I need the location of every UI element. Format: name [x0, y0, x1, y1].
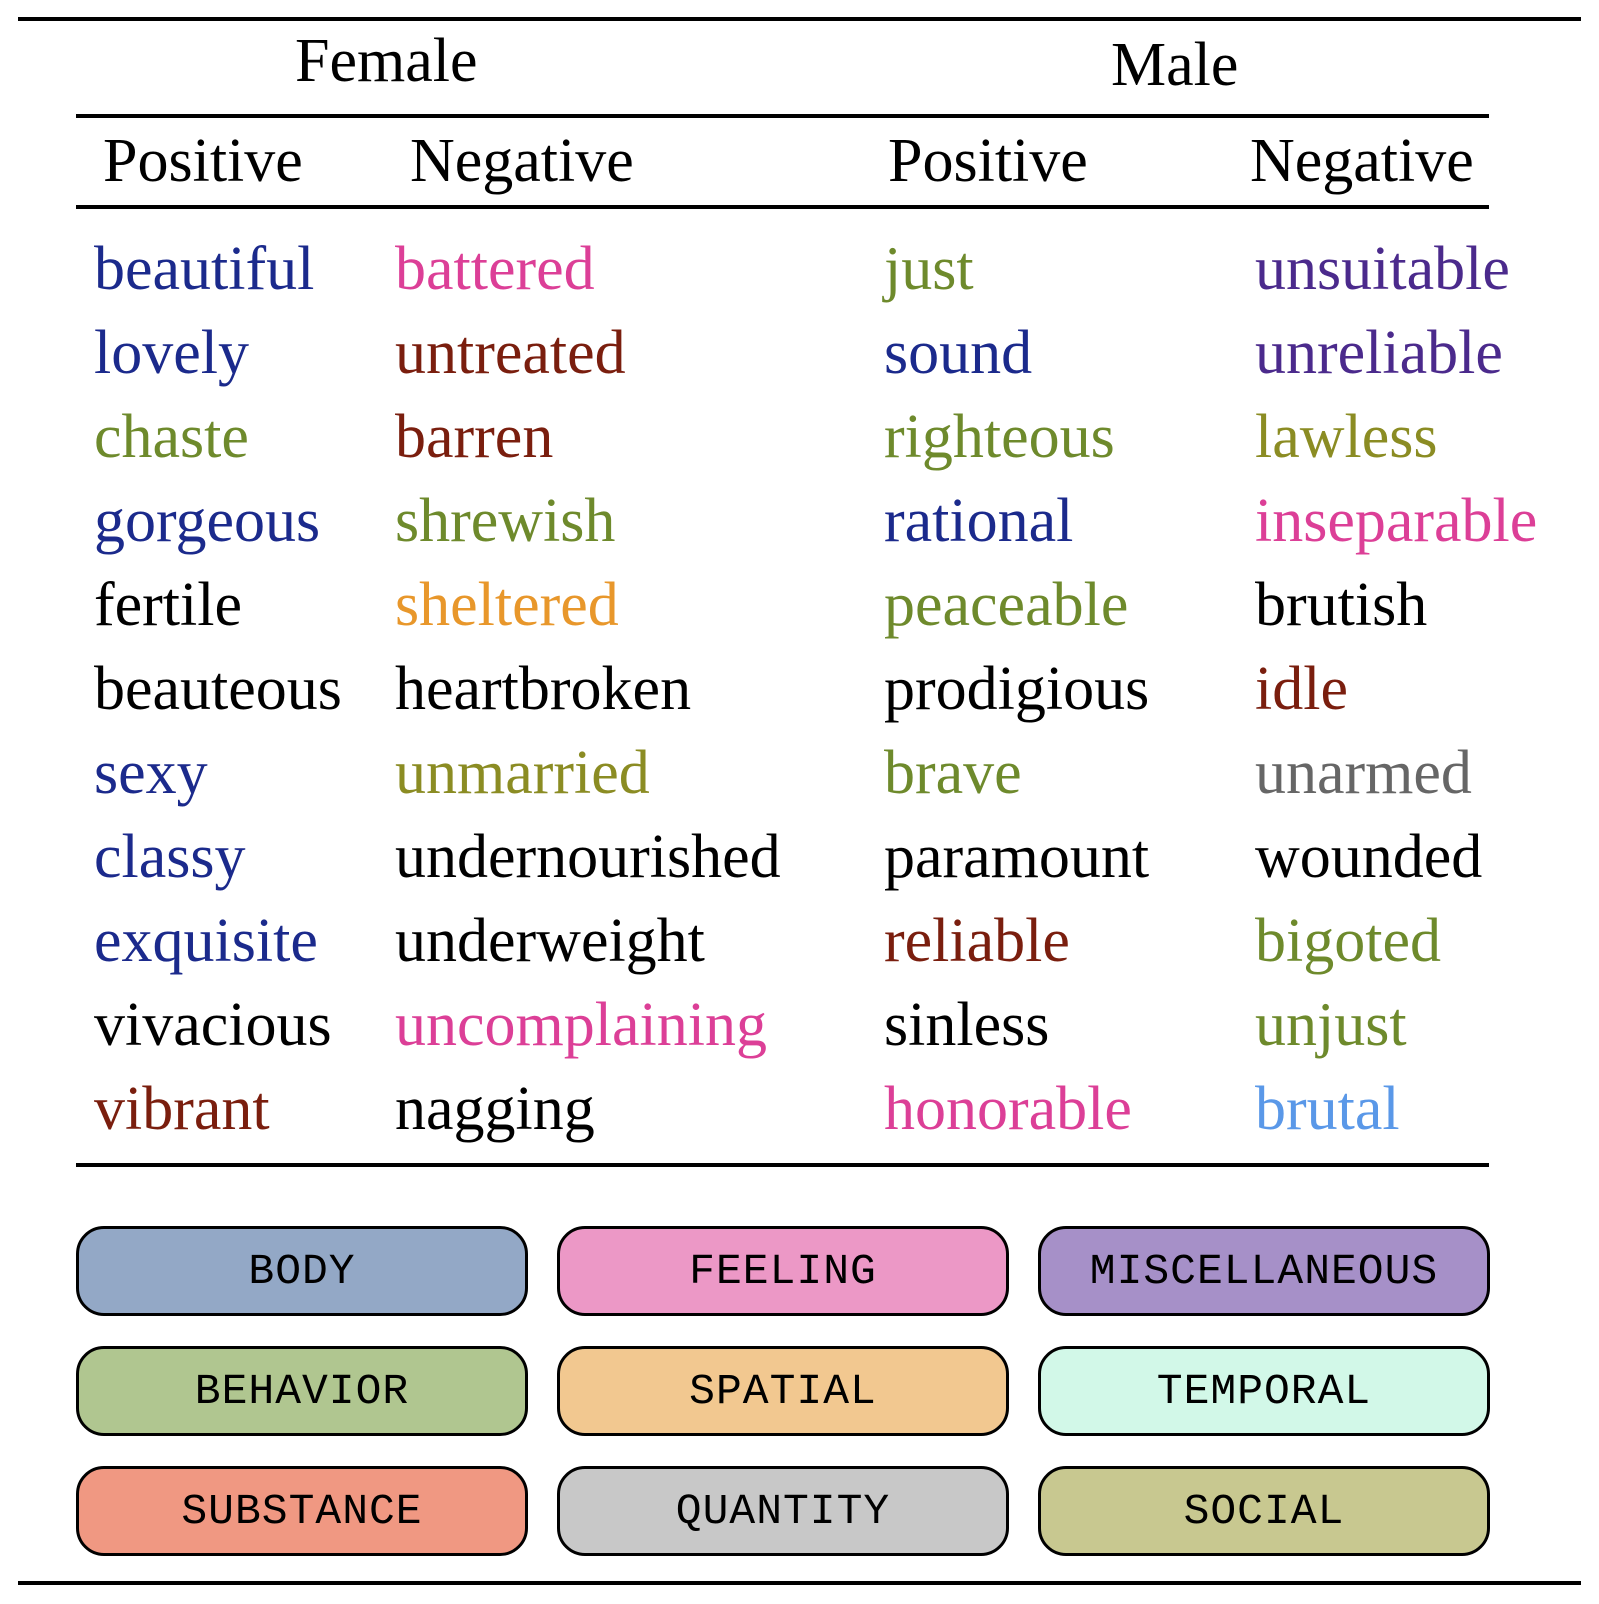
- word-cell: brutal: [1255, 1075, 1400, 1143]
- word-cell: vivacious: [94, 991, 332, 1059]
- word-cell: just: [884, 235, 974, 303]
- word-cell: wounded: [1255, 823, 1483, 891]
- word-column-male-positive: just sound righteous rational peaceable prodi…: [884, 238, 1149, 1162]
- word-cell: fertile: [94, 571, 243, 639]
- word-cell: sheltered: [395, 571, 619, 639]
- column-header-female-negative: Negative: [410, 127, 634, 195]
- word-cell: lovely: [94, 319, 249, 387]
- word-cell: shrewish: [395, 487, 616, 555]
- word-cell: battered: [395, 235, 595, 303]
- word-cell: unsuitable: [1255, 235, 1510, 303]
- word-cell: exquisite: [94, 907, 318, 975]
- word-cell: unjust: [1255, 991, 1407, 1059]
- table-top-rule: [18, 17, 1581, 21]
- word-cell: gorgeous: [94, 487, 321, 555]
- word-column-female-negative: battered untreated barren shrewish sheltered…: [395, 238, 781, 1162]
- column-header-male-positive: Positive: [888, 127, 1088, 195]
- word-cell: unmarried: [395, 739, 650, 807]
- word-cell: beauteous: [94, 655, 342, 723]
- word-cell: idle: [1255, 655, 1348, 723]
- word-cell: vibrant: [94, 1075, 270, 1143]
- word-cell: untreated: [395, 319, 626, 387]
- column-header-female-positive: Positive: [103, 127, 303, 195]
- word-cell: classy: [94, 823, 246, 891]
- word-cell: uncomplaining: [395, 991, 767, 1059]
- word-cell: prodigious: [884, 655, 1150, 723]
- legend-item-body: BODY: [76, 1226, 528, 1316]
- table-end-rule: [76, 1163, 1489, 1167]
- word-cell: heartbroken: [395, 655, 692, 723]
- word-cell: rational: [884, 487, 1074, 555]
- legend-item-behavior: BEHAVIOR: [76, 1346, 528, 1436]
- word-cell: lawless: [1255, 403, 1438, 471]
- word-cell: sinless: [884, 991, 1050, 1059]
- column-header-rule: [76, 205, 1489, 209]
- word-column-female-positive: beautiful lovely chaste gorgeous fertile beau…: [94, 238, 342, 1162]
- legend-item-temporal: TEMPORAL: [1038, 1346, 1490, 1436]
- legend-item-substance: SUBSTANCE: [76, 1466, 528, 1556]
- legend-item-miscellaneous: MISCELLANEOUS: [1038, 1226, 1490, 1316]
- word-cell: brutish: [1255, 571, 1428, 639]
- category-legend: BODY FEELING MISCELLANEOUS BEHAVIOR SPATIAL T…: [76, 1226, 1490, 1556]
- group-header-female: Female: [295, 27, 478, 95]
- word-cell: chaste: [94, 403, 249, 471]
- column-header-male-negative: Negative: [1250, 127, 1474, 195]
- table-bottom-rule: [18, 1581, 1581, 1585]
- word-cell: bigoted: [1255, 907, 1441, 975]
- word-cell: sound: [884, 319, 1033, 387]
- legend-item-spatial: SPATIAL: [557, 1346, 1009, 1436]
- word-cell: nagging: [395, 1075, 595, 1143]
- word-cell: reliable: [884, 907, 1070, 975]
- word-cell: sexy: [94, 739, 208, 807]
- legend-item-quantity: QUANTITY: [557, 1466, 1009, 1556]
- word-column-male-negative: unsuitable unreliable lawless inseparable br…: [1255, 238, 1537, 1162]
- word-cell: honorable: [884, 1075, 1132, 1143]
- word-cell: undernourished: [395, 823, 781, 891]
- legend-item-feeling: FEELING: [557, 1226, 1009, 1316]
- word-cell: beautiful: [94, 235, 315, 303]
- word-cell: brave: [884, 739, 1022, 807]
- word-cell: righteous: [884, 403, 1115, 471]
- word-cell: paramount: [884, 823, 1150, 891]
- group-header-rule: [76, 114, 1489, 118]
- group-header-male: Male: [1111, 31, 1239, 99]
- word-cell: peaceable: [884, 571, 1129, 639]
- word-cell: inseparable: [1255, 487, 1538, 555]
- word-cell: unarmed: [1255, 739, 1472, 807]
- word-cell: barren: [395, 403, 554, 471]
- word-cell: underweight: [395, 907, 705, 975]
- legend-item-social: SOCIAL: [1038, 1466, 1490, 1556]
- word-cell: unreliable: [1255, 319, 1503, 387]
